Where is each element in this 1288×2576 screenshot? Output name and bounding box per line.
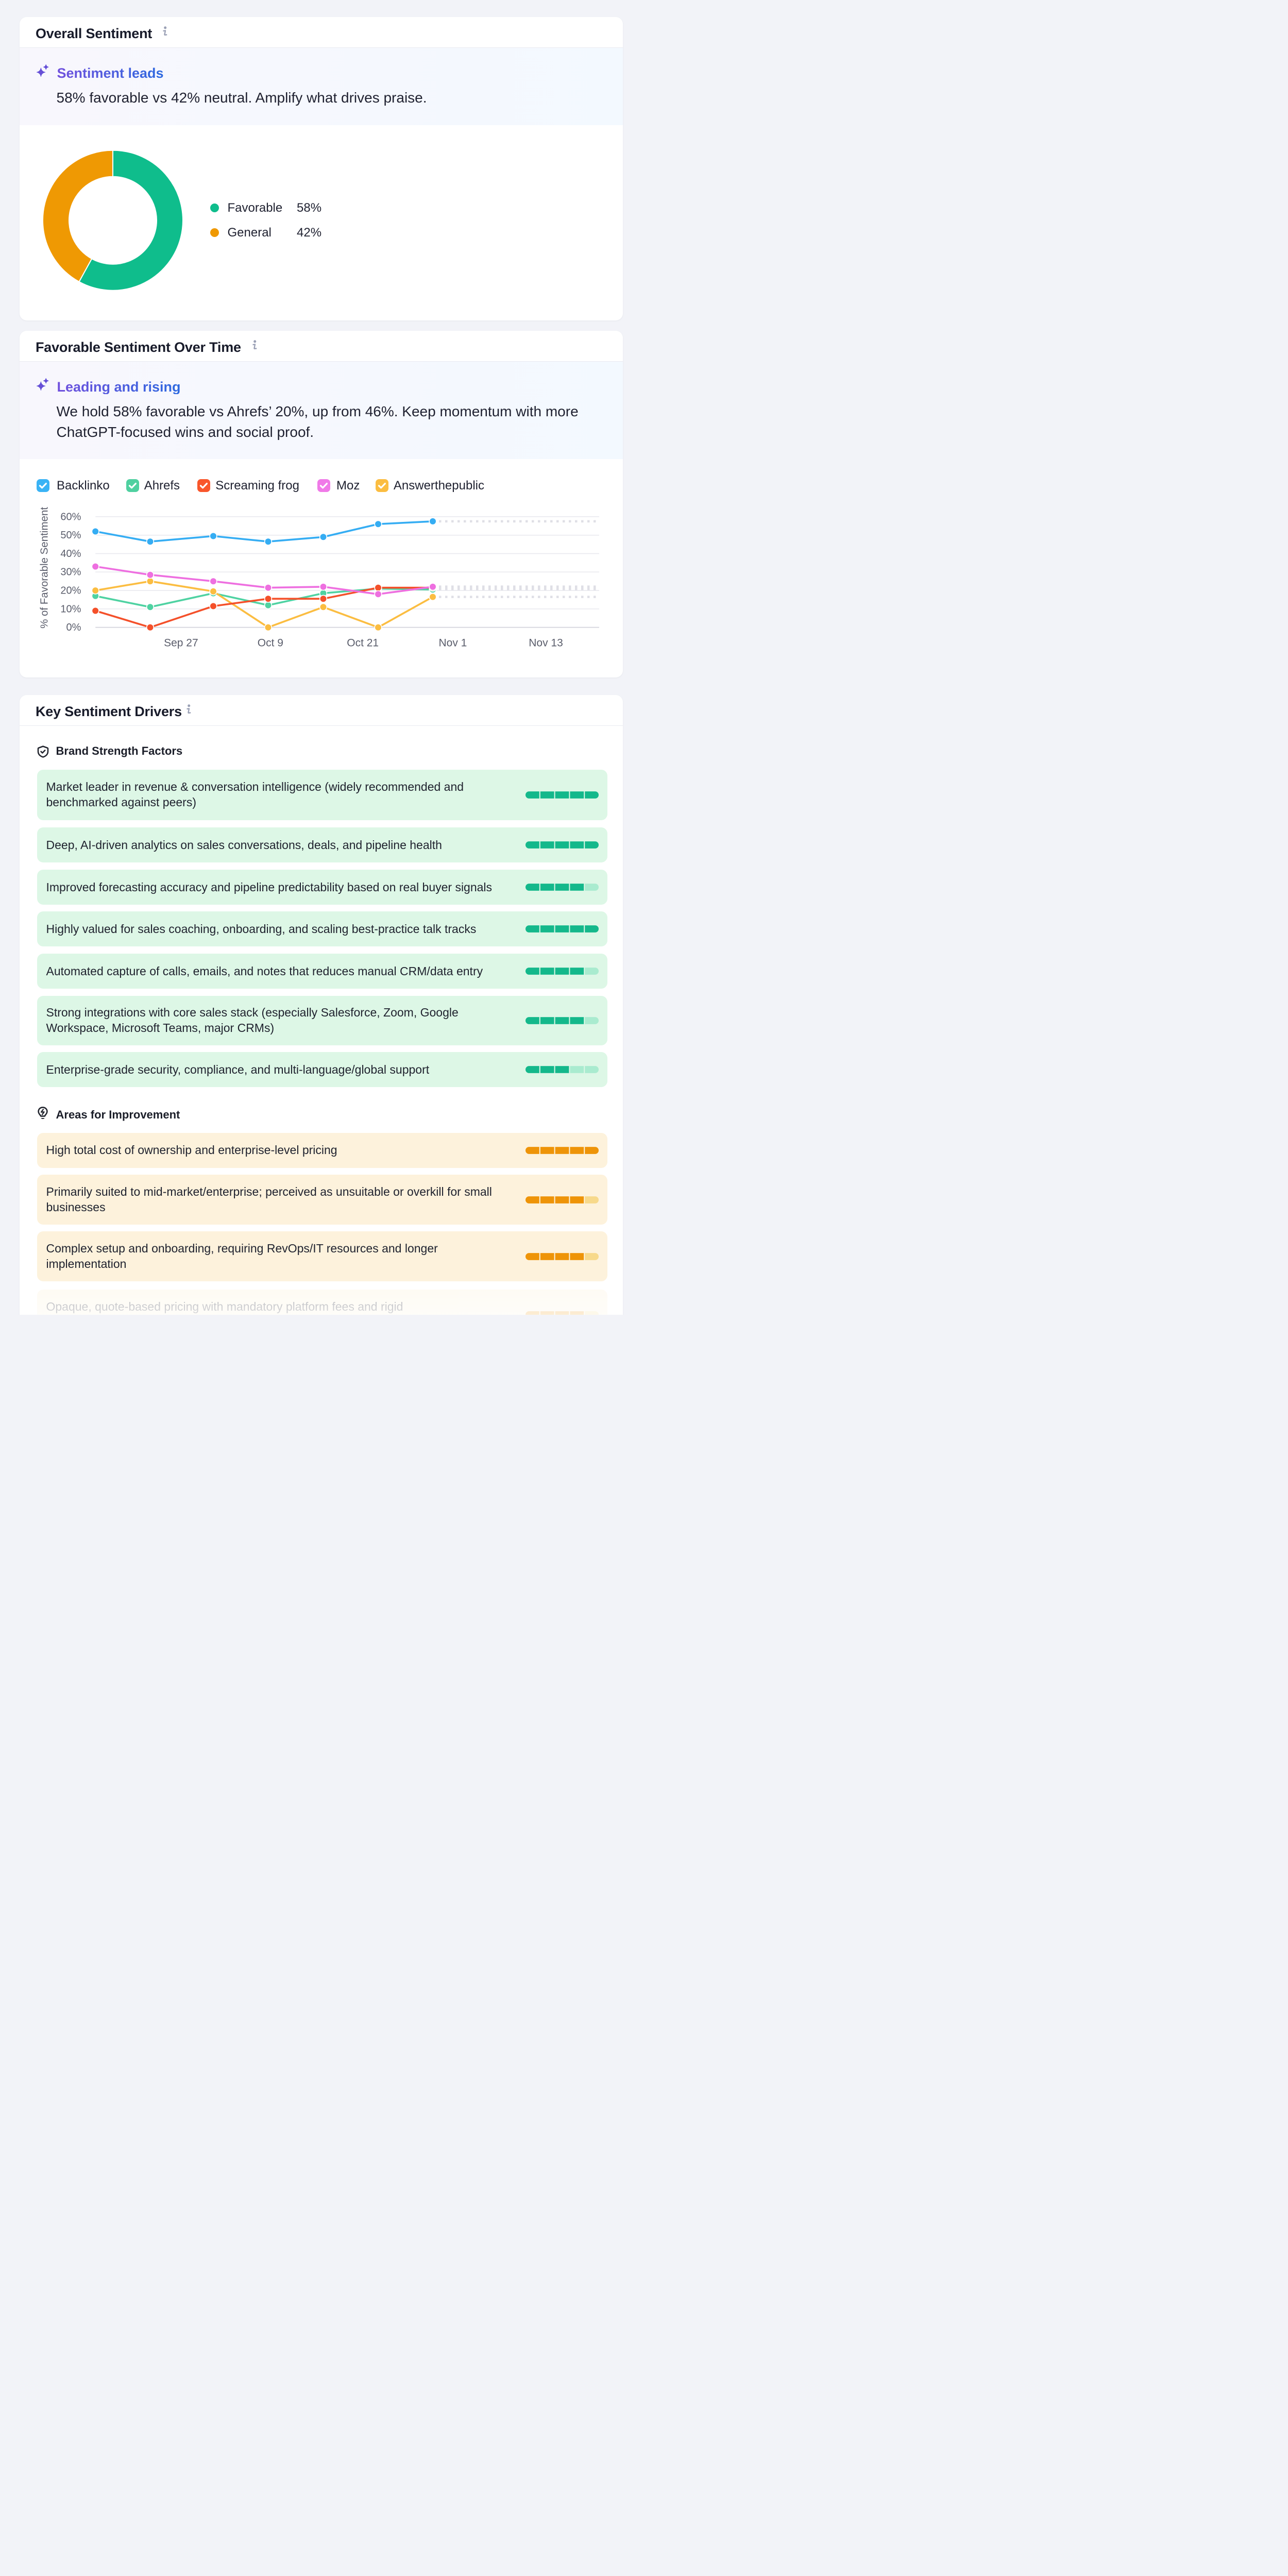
svg-text:Nov 1: Nov 1 [438,637,467,649]
svg-text:Nov 13: Nov 13 [529,637,563,649]
svg-text:% of Favorable Sentiment: % of Favorable Sentiment [39,507,50,629]
svg-text:Oct 21: Oct 21 [347,637,379,649]
svg-text:Sep 27: Sep 27 [164,637,198,649]
svg-text:60%: 60% [60,511,81,522]
svg-text:0%: 0% [66,622,81,633]
svg-text:Oct 9: Oct 9 [258,637,283,649]
svg-text:10%: 10% [60,603,81,615]
svg-text:40%: 40% [60,548,81,560]
svg-text:20%: 20% [60,585,81,597]
svg-text:30%: 30% [60,567,81,578]
svg-text:50%: 50% [60,530,81,541]
